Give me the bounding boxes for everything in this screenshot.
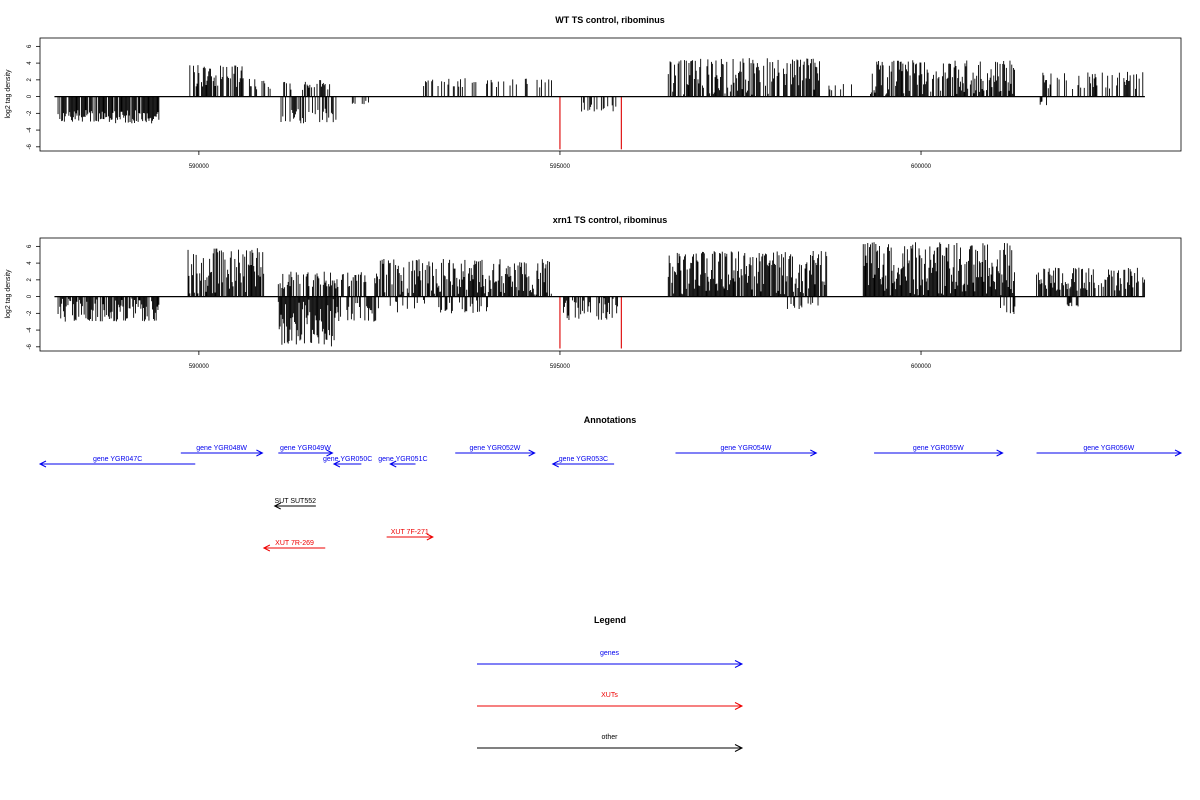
feature-label: gene YGR048W	[196, 445, 247, 452]
xrn1-bars	[57, 242, 1146, 347]
xrn1-highlight-bars	[559, 296, 622, 349]
legend-items: genes XUTs other	[477, 650, 744, 752]
feature-label: gene YGR047C	[93, 456, 142, 463]
y-tick-label: 2	[27, 78, 33, 82]
wt-plot-frame	[39, 37, 1182, 152]
legend-label: XUTs	[601, 692, 618, 699]
wt-y-axis: 6 4 2 0 -2 -4 -6	[27, 44, 40, 149]
arrow-head	[1174, 449, 1183, 457]
arrow-head	[273, 502, 281, 510]
y-tick-label: -2	[27, 110, 33, 116]
annotation-feature: gene YGR049W	[278, 445, 334, 457]
arrow-head	[262, 544, 271, 552]
y-tick-label: -6	[27, 343, 33, 349]
legend-title: Legend	[594, 615, 626, 625]
annotation-feature: XUT 7R-269	[262, 540, 326, 552]
arrow-head	[996, 449, 1004, 457]
feature-label: gene YGR052W	[470, 445, 521, 452]
arrow-head	[551, 460, 559, 468]
annotation-feature: gene YGR048W	[180, 445, 264, 457]
annotation-feature: gene YGR047C	[38, 456, 196, 468]
y-tick-label: -2	[27, 310, 33, 316]
arrow-head	[734, 702, 744, 710]
arrow-head	[332, 460, 341, 468]
arrow-head	[426, 533, 434, 541]
arrow-head	[528, 449, 536, 457]
y-tick-label: 0	[27, 94, 33, 98]
legend-item: other	[477, 734, 744, 752]
arrow-head	[38, 460, 47, 468]
x-tick-label: 590000	[189, 364, 210, 370]
xrn1-y-axis-label: log2 tag density	[5, 269, 12, 319]
wt-bars	[57, 58, 1144, 124]
legend-label: other	[602, 734, 619, 741]
x-tick-label: 595000	[550, 164, 571, 170]
annotation-feature: XUT 7F-271	[386, 529, 434, 541]
feature-label: gene YGR053C	[559, 456, 608, 463]
annotation-features: gene YGR047C gene YGR048W gene YGR049W gene…	[38, 445, 1183, 552]
legend-label: genes	[600, 650, 620, 657]
y-tick-label: -4	[27, 327, 33, 333]
annotation-feature: gene YGR050C	[323, 456, 372, 468]
arrow-head	[389, 460, 397, 468]
feature-label: gene YGR055W	[913, 445, 964, 452]
annotation-feature: gene YGR052W	[455, 445, 536, 457]
feature-label: SUT SUT552	[275, 498, 317, 505]
y-tick-label: 0	[27, 294, 33, 298]
xrn1-plot-frame	[39, 237, 1182, 352]
legend-item: genes	[477, 650, 744, 668]
wt-panel-title: WT TS control, ribominus	[555, 15, 665, 25]
xrn1-panel: xrn1 TS control, ribominus log2 tag dens…	[5, 215, 1182, 370]
wt-x-axis: 590000 595000 600000	[189, 151, 932, 170]
arrow-head	[326, 449, 334, 457]
x-tick-label: 590000	[189, 164, 210, 170]
feature-label: gene YGR056W	[1083, 445, 1134, 452]
annotation-feature: gene YGR051C	[378, 456, 428, 468]
x-tick-label: 600000	[911, 364, 932, 370]
feature-label: gene YGR054W	[720, 445, 771, 452]
wt-highlight-bars	[559, 96, 622, 150]
feature-label: XUT 7R-269	[275, 540, 314, 547]
feature-label: gene YGR049W	[280, 445, 331, 452]
y-tick-label: 4	[27, 61, 33, 65]
xrn1-x-axis: 590000 595000 600000	[189, 351, 932, 370]
x-tick-label: 600000	[911, 164, 932, 170]
x-tick-label: 595000	[550, 364, 571, 370]
arrow-head	[734, 744, 744, 752]
feature-label: gene YGR051C	[378, 456, 427, 463]
wt-y-axis-label: log2 tag density	[5, 69, 12, 119]
annotation-feature: SUT SUT552	[273, 498, 317, 510]
arrow-head	[810, 449, 818, 457]
y-tick-label: -4	[27, 127, 33, 133]
feature-label: XUT 7F-271	[391, 529, 429, 536]
y-tick-label: 6	[27, 44, 33, 48]
arrow-head	[256, 449, 264, 457]
y-tick-label: 4	[27, 261, 33, 265]
xrn1-panel-title: xrn1 TS control, ribominus	[553, 215, 668, 225]
y-tick-label: -6	[27, 143, 33, 149]
annotation-feature: gene YGR054W	[675, 445, 818, 457]
annotation-feature: gene YGR055W	[874, 445, 1004, 457]
wt-panel: WT TS control, ribominus log2 tag densit…	[5, 15, 1182, 170]
annotation-feature: gene YGR056W	[1036, 445, 1183, 457]
legend: Legend genes XUTs other	[477, 615, 744, 752]
y-tick-label: 2	[27, 278, 33, 282]
arrow-head	[734, 660, 744, 668]
y-tick-label: 6	[27, 244, 33, 248]
feature-label: gene YGR050C	[323, 456, 372, 463]
legend-item: XUTs	[477, 692, 744, 710]
annotation-feature: gene YGR053C	[551, 456, 615, 468]
xrn1-y-axis: 6 4 2 0 -2 -4 -6	[27, 244, 40, 349]
annotations-title: Annotations	[584, 415, 637, 425]
